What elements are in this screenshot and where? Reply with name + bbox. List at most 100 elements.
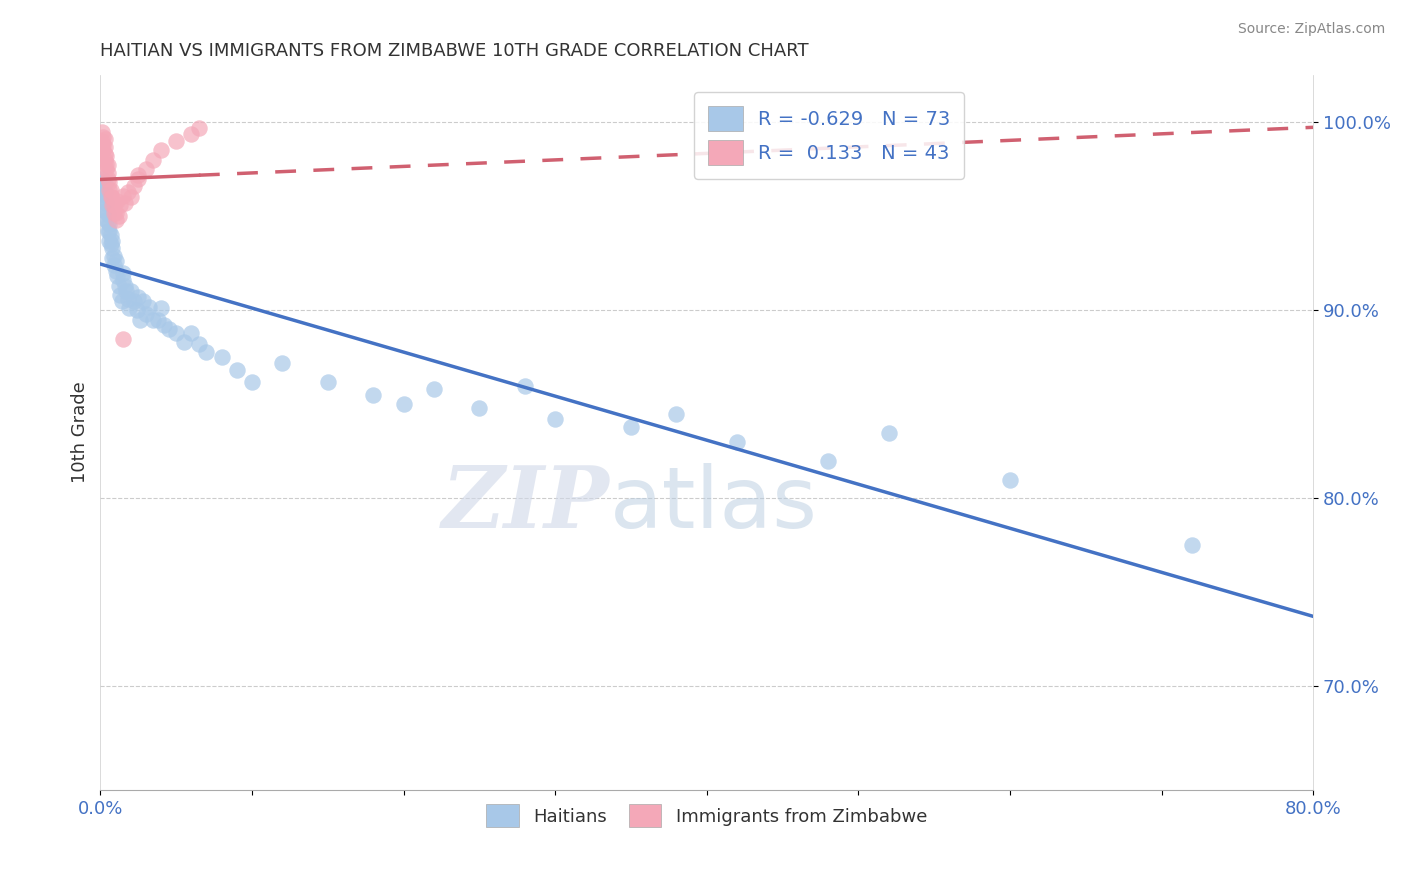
Point [98,175,121,189]
Point [90,125,112,139]
Point [103,249,125,263]
Point [97,166,120,180]
Point [513,378,536,392]
Point [150,144,173,158]
Point [165,326,187,340]
Point [107,278,129,293]
Point [112,273,135,287]
Point [211,351,233,365]
Point [180,127,202,141]
Point [100,237,122,252]
Point [665,407,688,421]
Point [90,134,112,148]
Point [103,205,125,219]
Point [110,293,132,308]
Point [94,178,117,192]
Point [96,162,118,177]
Point [96,196,118,211]
Point [271,356,294,370]
Point [316,375,339,389]
Point [225,363,247,377]
Point [620,420,643,434]
Point [97,171,120,186]
Point [96,213,118,227]
Point [817,454,839,468]
Point [725,434,748,449]
Point [100,190,122,204]
Point [142,312,165,326]
Point [120,285,142,299]
Point [94,153,117,167]
Point [101,241,124,255]
Point [93,130,115,145]
Point [112,188,135,202]
Point [135,162,157,177]
Point [108,198,131,212]
Legend: Haitians, Immigrants from Zimbabwe: Haitians, Immigrants from Zimbabwe [479,797,935,835]
Point [93,194,115,209]
Point [117,185,139,199]
Point [94,147,117,161]
Point [180,326,202,340]
Point [93,175,115,189]
Point [195,344,218,359]
Point [118,301,141,316]
Point [97,224,120,238]
Point [877,425,900,440]
Point [150,301,173,316]
Point [173,335,195,350]
Text: HAITIAN VS IMMIGRANTS FROM ZIMBABWE 10TH GRADE CORRELATION CHART: HAITIAN VS IMMIGRANTS FROM ZIMBABWE 10TH… [100,42,808,60]
Point [101,198,124,212]
Point [115,285,138,299]
Point [423,382,446,396]
Point [101,251,124,265]
Point [125,303,148,318]
Point [93,186,115,201]
Point [103,258,125,272]
Point [98,224,121,238]
Point [127,290,149,304]
Point [142,153,165,167]
Point [96,149,118,163]
Point [146,312,169,326]
Point [165,134,187,148]
Point [544,412,567,426]
Point [132,293,155,308]
Point [138,300,160,314]
Point [114,196,136,211]
Point [127,171,149,186]
Point [105,194,128,209]
Point [98,234,121,248]
Point [90,181,112,195]
Point [157,322,180,336]
Point [107,209,129,223]
Point [114,278,136,293]
Point [97,215,120,229]
Point [101,190,124,204]
Point [112,266,135,280]
Point [100,228,122,243]
Point [128,312,150,326]
Point [468,401,491,416]
Point [153,318,176,333]
Y-axis label: 10th Grade: 10th Grade [72,382,89,483]
Point [94,132,117,146]
Point [127,168,149,182]
Point [96,203,118,218]
Point [108,288,131,302]
Point [112,332,135,346]
Point [101,234,124,248]
Point [96,156,118,170]
Point [122,293,145,308]
Point [100,183,122,197]
Point [94,203,117,218]
Point [98,183,121,197]
Point [104,254,127,268]
Point [187,120,209,135]
Point [90,171,112,186]
Point [104,213,127,227]
Point [103,198,125,212]
Text: atlas: atlas [610,463,818,546]
Point [97,159,120,173]
Point [392,397,415,411]
